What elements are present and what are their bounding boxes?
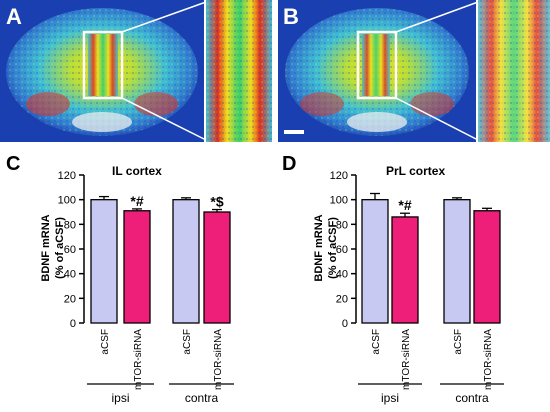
chart-d-ytick-label: 100 (330, 195, 348, 207)
chart-d-group-label: contra (455, 391, 489, 405)
chart-d-annotation: *# (398, 197, 411, 213)
chart-d-ytick-label: 80 (336, 219, 348, 231)
chart-d-category-label: aCSF (453, 329, 464, 355)
panel-label-a: A (6, 4, 22, 29)
chart-d-group-label: ipsi (381, 391, 399, 405)
panel-b-roi-box (356, 30, 398, 100)
chart-d-ytick-label: 40 (336, 269, 348, 281)
svg-text:(% of aCSF): (% of aCSF) (54, 217, 66, 279)
chart-c-ytick-label: 40 (64, 269, 76, 281)
chart-c-title: IL cortex (112, 164, 162, 178)
chart-d-bar (473, 210, 501, 324)
panel-a-image: A (0, 0, 272, 142)
chart-c-category-label: aCSF (100, 329, 111, 355)
chart-c-group-label: contra (185, 391, 219, 405)
chart-c-group-label: ipsi (111, 391, 129, 405)
chart-c-category-label: aCSF (182, 329, 193, 355)
panel-b-image: B (278, 0, 550, 142)
panel-label-b: B (283, 4, 299, 29)
chart-d-ytick-label: 120 (330, 170, 348, 182)
chart-d-ytick-label: 60 (336, 244, 348, 256)
chart-c-ytick-label: 60 (64, 244, 76, 256)
chart-d-bar (391, 216, 419, 324)
chart-d-ytick-label: 0 (342, 318, 348, 330)
chart-d-category-label: mTOR-siRNA (483, 329, 494, 390)
chart-c-annotation: *$ (210, 194, 223, 210)
panel-a-roi-box (82, 30, 124, 100)
chart-c-annotation: *# (130, 193, 143, 209)
chart-d-title: PrL cortex (386, 164, 445, 178)
chart-d-bar (361, 199, 389, 324)
svg-text:BDNF mRNA: BDNF mRNA (313, 214, 325, 281)
chart-d-ytick-label: 20 (336, 293, 348, 305)
panel-c-chart: C IL cortex BDNF mRNA (% of aCSF) 0 20 40 6… (6, 153, 234, 405)
chart-c-ytick-label: 80 (64, 219, 76, 231)
chart-c-ylabel: BDNF mRNA (% of aCSF) (40, 214, 66, 281)
chart-c-bar (172, 199, 200, 324)
chart-d-category-label: mTOR-siRNA (401, 329, 412, 390)
chart-c-bar (90, 199, 118, 324)
chart-c-ytick-label: 120 (58, 170, 76, 182)
chart-c-bar (123, 210, 151, 324)
scale-bar (284, 130, 304, 134)
chart-d-ylabel: BDNF mRNA (% of aCSF) (313, 214, 339, 281)
chart-c-ytick-label: 20 (64, 293, 76, 305)
chart-c-category-label: mTOR-siRNA (133, 329, 144, 390)
chart-d-bar (443, 199, 471, 324)
chart-c-category-label: mTOR-siRNA (213, 329, 224, 390)
panel-label-d: D (282, 153, 296, 175)
svg-text:BDNF mRNA: BDNF mRNA (40, 214, 52, 281)
svg-text:(% of aCSF): (% of aCSF) (327, 217, 339, 279)
panel-d-chart: D PrL cortex BDNF mRNA (% of aCSF) 0 20 40… (282, 153, 504, 405)
chart-c-ytick-label: 0 (70, 318, 76, 330)
panel-label-c: C (6, 153, 20, 175)
chart-d-category-label: aCSF (371, 329, 382, 355)
chart-c-bar (203, 211, 231, 324)
chart-c-ytick-label: 100 (58, 195, 76, 207)
